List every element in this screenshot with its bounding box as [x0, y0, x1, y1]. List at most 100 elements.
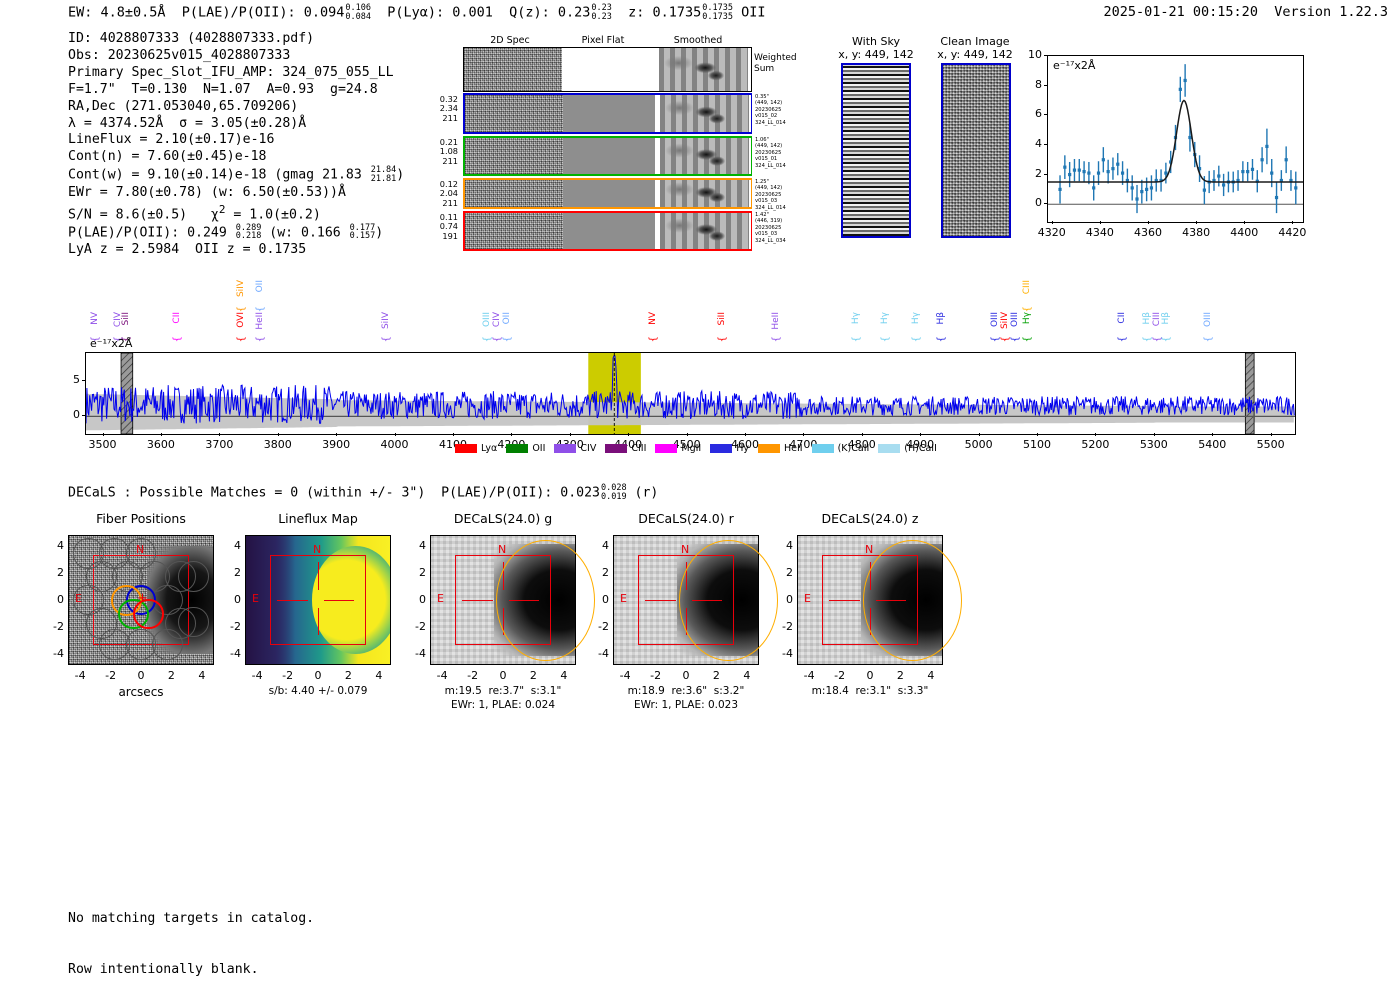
plae-poii-value: 0.094: [303, 4, 345, 21]
x-tick-label: 3600: [146, 438, 175, 451]
info-cont-narrow: Cont(n) = 7.60(±0.45)e-18: [68, 149, 267, 165]
fiber-2dspec-image: [465, 138, 563, 174]
x-tick-mark: [1292, 221, 1294, 224]
compass-north: N: [313, 543, 322, 556]
cutout-x-tick: 2: [344, 669, 352, 682]
x-tick-mark: [686, 433, 688, 436]
fiber-metric-value: 211: [442, 155, 458, 166]
fiber-metadata-line: 324_LL_014: [755, 162, 786, 169]
decals-match-line: DECaLS : Possible Matches = 0 (within +/…: [68, 483, 659, 502]
legend-item: CIII: [605, 443, 646, 454]
x-tick-label: 3800: [263, 438, 292, 451]
info-obs: Obs: 20230625v015_4028807333: [68, 47, 291, 63]
fiber-metric-value: 191: [442, 230, 458, 241]
info-seeing-params: F=1.7" T=0.130 N=1.07 A=0.93 g=24.8: [68, 81, 378, 97]
cutout-y-tick: 0: [786, 593, 793, 606]
fiber-circle: [152, 628, 183, 660]
fiber-metadata-line: 20230625: [755, 149, 782, 156]
line-id-label: HeII: [255, 312, 266, 330]
compass-north: N: [681, 543, 690, 556]
legend-label: Hy: [736, 443, 749, 454]
cutout-x-tick: 2: [529, 669, 537, 682]
cutout-y-tick: 4: [57, 538, 64, 552]
cutout-y-tick: 0: [602, 593, 609, 606]
info-ewr: EWr = 7.80(±0.78) (w: 6.50(±0.53))Å: [68, 184, 346, 200]
cutout-x-tick: 0: [682, 669, 690, 682]
x-tick-label: 4700: [789, 438, 818, 451]
y-tick-mark: [1044, 173, 1047, 175]
y-tick-mark: [1044, 114, 1047, 116]
cutout-x-tick: 4: [375, 669, 383, 682]
full-spectrum-annotation: e⁻¹⁷x2Å: [90, 337, 133, 350]
cutout-title: Lineflux Map: [278, 511, 358, 526]
with-sky-coords: x, y: 449, 142: [838, 48, 914, 61]
panel-title-pixelflat: Pixel Flat: [581, 35, 625, 46]
plae-poii-errors: 0.106 0.084: [345, 3, 371, 22]
line-id-label: Hβ: [935, 312, 946, 325]
cutout-x-tick: 0: [314, 669, 322, 682]
x-tick-label: 3700: [205, 438, 234, 451]
cutout-y-tick: 2: [786, 565, 793, 579]
cutout-image-1[interactable]: [245, 535, 391, 665]
model-ellipse: [495, 540, 595, 662]
x-tick-mark: [1099, 221, 1101, 224]
line-id-label: NV: [89, 312, 100, 325]
fiber-metadata-line: (449, 142): [755, 185, 783, 192]
legend-label: MgII: [681, 443, 702, 454]
x-tick-mark: [920, 433, 922, 436]
weighted-sum-label: Weighted Sum: [754, 53, 797, 74]
line-id-label: OIII: [989, 312, 1000, 328]
cutout-caption-secondary: EWr: 1, PLAE: 0.024: [450, 699, 556, 711]
fiber-metric-value: 2.04: [439, 188, 458, 199]
legend-label: Lyα: [481, 443, 498, 454]
x-tick-label: 5400: [1198, 438, 1227, 451]
line-id-label: CIII: [1022, 280, 1033, 295]
cutout-x-tick: 4: [927, 669, 935, 682]
decals-plae-value: 0.023: [560, 485, 600, 501]
y-tick-label: 8: [1035, 77, 1042, 91]
line-id-brace: {: [171, 336, 183, 343]
cutout-y-tick: -2: [53, 620, 64, 634]
line-id-brace: {: [1009, 336, 1021, 343]
y-tick-mark: [82, 415, 85, 417]
line-id-label: OIII: [482, 312, 493, 328]
info-plae-errors: 0.289 0.218: [235, 222, 262, 242]
cutout-y-tick: 2: [602, 565, 609, 579]
target-marker: +: [137, 591, 148, 606]
header-summary: EW: 4.8±0.5Å P(LAE)/P(OII): 0.094 0.106 0.…: [68, 4, 766, 21]
z-suffix: OII: [733, 4, 766, 21]
line-id-brace: {: [716, 336, 728, 343]
cutout-y-tick: -2: [782, 620, 793, 634]
fiber-metrics: 0.21 1.08 211: [420, 137, 458, 166]
fiber-metadata-line: 0.35": [755, 94, 769, 100]
weighted-sum-smoothed-image: [659, 48, 748, 91]
x-tick-mark: [1212, 433, 1214, 436]
cutout-y-tick: -2: [230, 620, 241, 634]
fiber-metric-value: 2.34: [439, 103, 458, 114]
cutout-y-tick: 2: [57, 565, 64, 579]
line-id-label: Hβ: [1141, 312, 1152, 325]
cutout-x-tick: -4: [251, 669, 263, 682]
line-id-brace: {: [648, 336, 660, 343]
cutout-y-tick: -4: [53, 647, 64, 661]
x-tick-mark: [1196, 221, 1198, 224]
clean-image-coords: x, y: 449, 142: [937, 48, 1013, 61]
footer-note: No matching targets in catalog. Row inte…: [68, 876, 314, 995]
x-tick-label: 4420: [1278, 226, 1307, 239]
cutout-x-tick: -4: [74, 669, 86, 682]
legend-item: Hy: [710, 443, 749, 454]
fiber-metrics: 0.32 2.34 211: [420, 94, 458, 123]
legend-swatch: [554, 444, 577, 453]
cutout-caption-secondary: EWr: 1, PLAE: 0.023: [633, 699, 739, 711]
fiber-metadata: 1.25" (449, 142) 20230625 v015_03 324_LL_014: [755, 179, 815, 211]
fiber-metadata: 0.35" (449, 142) 20230625 v015_02 324_LL_014: [755, 94, 815, 126]
y-tick-mark: [1044, 143, 1047, 145]
fiber-metric-value: 0.11: [439, 212, 458, 222]
legend-swatch: [811, 444, 834, 453]
fiber-metadata-line: v015_02: [755, 113, 778, 120]
cutout-y-tick: 4: [419, 538, 426, 552]
fiber-metric-value: 0.32: [439, 94, 458, 104]
cutout-x-tick: -4: [436, 669, 448, 682]
line-fit-plot: e⁻¹⁷x2Å: [1047, 55, 1304, 223]
cutout-title: Fiber Positions: [96, 511, 186, 526]
